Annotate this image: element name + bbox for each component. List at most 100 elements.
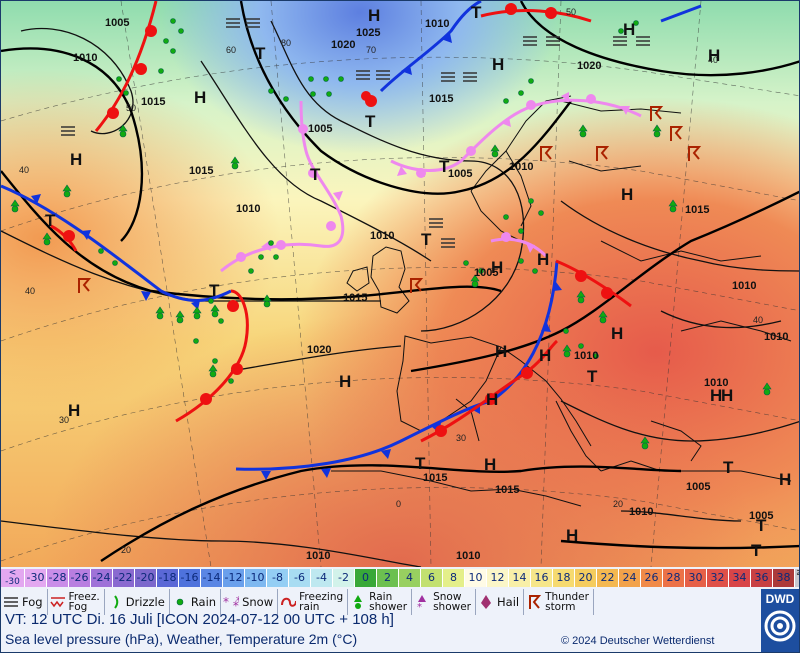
- temperature-scale-cell: -10: [245, 569, 267, 587]
- temperature-scale-cell: 6: [421, 569, 443, 587]
- temperature-scale-cell: -6: [289, 569, 311, 587]
- temperature-scale-cell: 4: [399, 569, 421, 587]
- temperature-scale-cell: 30: [685, 569, 707, 587]
- weather-legend-label: Thunder storm: [545, 591, 589, 613]
- dwd-logo[interactable]: DWD: [761, 589, 799, 652]
- lat-label: 30: [456, 433, 466, 443]
- low-center: T: [45, 211, 56, 230]
- isobar-label: 1010: [509, 161, 533, 173]
- weather-legend-label: Rain: [190, 594, 217, 609]
- isobar-label: 1010: [629, 506, 653, 518]
- isobar-label: 1015: [189, 165, 213, 177]
- weather-legend-item: * ⁂Snow: [221, 589, 279, 615]
- isobar-label: 1010: [704, 377, 728, 389]
- map-legend: < -30 -30 -28 -26 -24 -22 -20 -18 -16 -14 -12 -10 -8…: [1, 567, 799, 652]
- temperature-scale-cell: 12: [487, 569, 509, 587]
- temperature-scale-cell: ≥40 °C: [795, 569, 799, 587]
- weather-legend-item: Rain: [170, 589, 222, 615]
- weather-symbol-legend: Fog Freez. Fog Drizzle Rain * ⁂Snow Freezing …: [1, 589, 594, 615]
- lat-label: 40: [19, 165, 29, 175]
- high-center: H: [484, 455, 496, 474]
- dwd-logo-text: DWD: [765, 592, 795, 606]
- high-center: H: [194, 88, 206, 107]
- temperature-scale-cell: 22: [597, 569, 619, 587]
- temperature-scale-cell: < -30: [1, 569, 25, 587]
- low-center: T: [255, 44, 266, 63]
- isobar-label: 1005: [749, 510, 773, 522]
- high-center: H: [721, 386, 733, 405]
- lat-label: 40: [708, 55, 718, 65]
- lat-label: 20: [613, 499, 623, 509]
- temperature-scale: < -30 -30 -28 -26 -24 -22 -20 -18 -16 -14 -12 -10 -8…: [1, 569, 799, 587]
- pressure-centers: H T H T H H H H T T T H T T T H H T H H …: [45, 3, 791, 560]
- low-center: T: [723, 458, 734, 477]
- temperature-scale-cell: 32: [707, 569, 729, 587]
- svg-text:*: *: [417, 602, 422, 610]
- low-center: T: [209, 281, 220, 300]
- snow-icon: * ⁂: [223, 593, 239, 611]
- temperature-scale-cell: -2: [333, 569, 355, 587]
- isobar-label: 1005: [686, 481, 710, 493]
- thunderstorm-icon: [526, 593, 542, 611]
- isobar-label: 1015: [495, 484, 519, 496]
- copyright-notice: © 2024 Deutscher Wetterdienst: [561, 635, 715, 647]
- isobar-label: 1010: [764, 331, 788, 343]
- isobar-label: 1010: [236, 203, 260, 215]
- high-center: H: [70, 150, 82, 169]
- temperature-scale-cell: 34: [729, 569, 751, 587]
- snow-shower-icon: *: [414, 593, 430, 611]
- isobar-label: 1005: [448, 168, 472, 180]
- temperature-scale-cell: -30: [25, 569, 47, 587]
- isobar-label: 1010: [456, 550, 480, 562]
- weather-legend-label: Fog: [22, 594, 43, 609]
- weather-legend-label: Rain shower: [369, 591, 408, 613]
- high-center: H: [492, 55, 504, 74]
- high-center: H: [495, 342, 507, 361]
- high-center: H: [68, 401, 80, 420]
- weather-legend-label: Freezing rain: [299, 591, 344, 613]
- isobar-label: 1010: [306, 550, 330, 562]
- isobar-label: 1010: [370, 230, 394, 242]
- lat-label: 0: [396, 499, 401, 509]
- occluded-fronts: [220, 92, 642, 273]
- weather-legend-item: Freez. Fog: [48, 589, 105, 615]
- low-center: T: [439, 157, 450, 176]
- high-center: H: [779, 470, 791, 489]
- temperature-scale-cell: 18: [553, 569, 575, 587]
- weather-legend-item: * Snow shower: [412, 589, 476, 615]
- low-center: H: [486, 390, 498, 409]
- thunderstorm-symbols: [78, 106, 702, 293]
- weather-legend-item: Hail: [476, 589, 525, 615]
- isobar-label: 1015: [423, 472, 447, 484]
- low-center: T: [471, 3, 482, 22]
- temperature-scale-cell: 28: [663, 569, 685, 587]
- svg-text:* ⁂: * ⁂: [223, 595, 239, 609]
- low-center: T: [365, 112, 376, 131]
- temperature-scale-cell: 14: [509, 569, 531, 587]
- temperature-scale-cell: 2: [377, 569, 399, 587]
- temperature-scale-cell: -18: [157, 569, 179, 587]
- warm-fronts: [50, 1, 632, 443]
- temperature-scale-cell: -4: [311, 569, 333, 587]
- temperature-scale-cell: 24: [619, 569, 641, 587]
- weather-legend-label: Drizzle: [125, 594, 165, 609]
- low-center: H: [537, 250, 549, 269]
- drizzle-icon: [107, 593, 123, 611]
- isobar-label: 1025: [356, 27, 380, 39]
- fog-icon: [3, 593, 19, 611]
- isobar-label: 1015: [141, 96, 165, 108]
- valid-time-label: VT: 12 UTC Di. 16 Juli [ICON 2024-07-12 …: [5, 611, 394, 628]
- low-center: T: [310, 165, 321, 184]
- high-center: H: [623, 20, 635, 39]
- low-center: T: [587, 367, 598, 386]
- rain-icon: [172, 593, 188, 611]
- freezing-rain-icon: [280, 593, 297, 611]
- isobar-label: 1005: [308, 123, 332, 135]
- weather-legend-item: Freezing rain: [278, 589, 349, 615]
- high-center: H: [339, 372, 351, 391]
- temperature-scale-cell: 8: [443, 569, 465, 587]
- isobar-label: 1010: [574, 350, 598, 362]
- low-center: T: [751, 541, 762, 560]
- temperature-scale-cell: -28: [47, 569, 69, 587]
